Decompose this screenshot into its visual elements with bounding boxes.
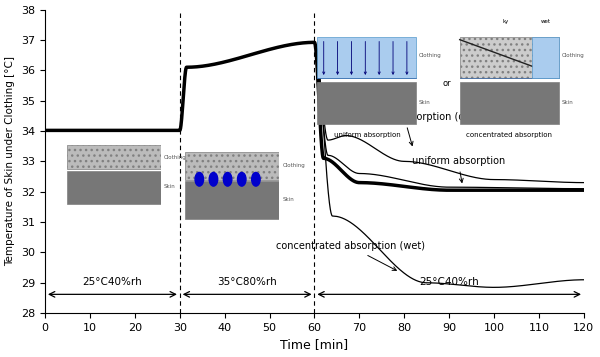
Text: uniform absorption: uniform absorption (412, 156, 505, 182)
X-axis label: Time [min]: Time [min] (280, 338, 349, 351)
Text: 25°C40%rh: 25°C40%rh (419, 277, 479, 287)
Text: 25°C40%rh: 25°C40%rh (83, 277, 142, 287)
Y-axis label: Temperature of Skin under Clothing [°C]: Temperature of Skin under Clothing [°C] (5, 56, 16, 266)
Text: concentrated absorption (wet): concentrated absorption (wet) (276, 241, 425, 270)
Text: 35°C80%rh: 35°C80%rh (217, 277, 277, 287)
Text: concentrated absorption (dry): concentrated absorption (dry) (331, 112, 478, 146)
